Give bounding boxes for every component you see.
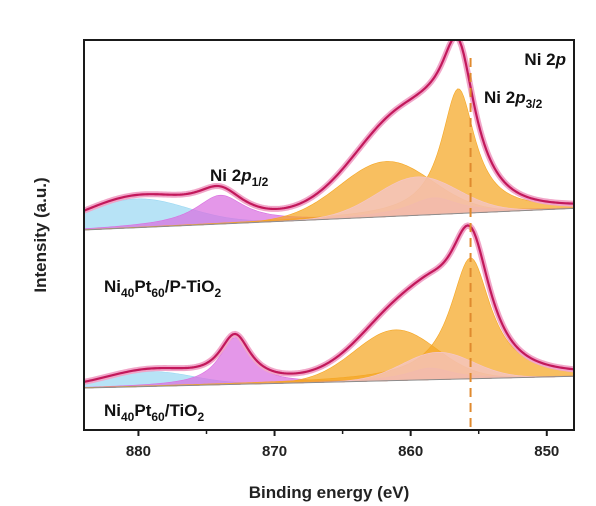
x-axis: 880 870 860 850 bbox=[126, 430, 559, 460]
x-tick-label: 870 bbox=[262, 443, 287, 460]
peak-label-3-2: Ni 2p3/2 bbox=[484, 88, 543, 111]
plot-frame bbox=[83, 39, 575, 431]
fit-envelope bbox=[84, 224, 574, 383]
x-tick-label: 880 bbox=[126, 443, 151, 460]
y-axis-title: Intensity (a.u.) bbox=[31, 177, 50, 292]
fit-envelope bbox=[84, 40, 574, 212]
spectrum-2 bbox=[84, 222, 574, 389]
peak-label-1-2: Ni 2p1/2 bbox=[210, 166, 269, 189]
x-axis-title: Binding energy (eV) bbox=[249, 483, 410, 502]
series-label-1: Ni40Pt60/P-TiO2 bbox=[104, 277, 221, 300]
annotation-layer: Ni 2p Ni 2p3/2 Ni 2p1/2 Ni40Pt60/P-TiO2 Ni40… bbox=[104, 50, 566, 424]
x-tick-label: 850 bbox=[534, 443, 559, 460]
background-baseline bbox=[84, 207, 574, 231]
series-label-2: Ni40Pt60/TiO2 bbox=[104, 401, 204, 424]
background-baseline bbox=[84, 375, 574, 389]
spectrum-1 bbox=[84, 40, 574, 231]
plot-area bbox=[84, 40, 574, 430]
region-label: Ni 2p bbox=[524, 50, 566, 69]
x-tick-label: 860 bbox=[398, 443, 423, 460]
